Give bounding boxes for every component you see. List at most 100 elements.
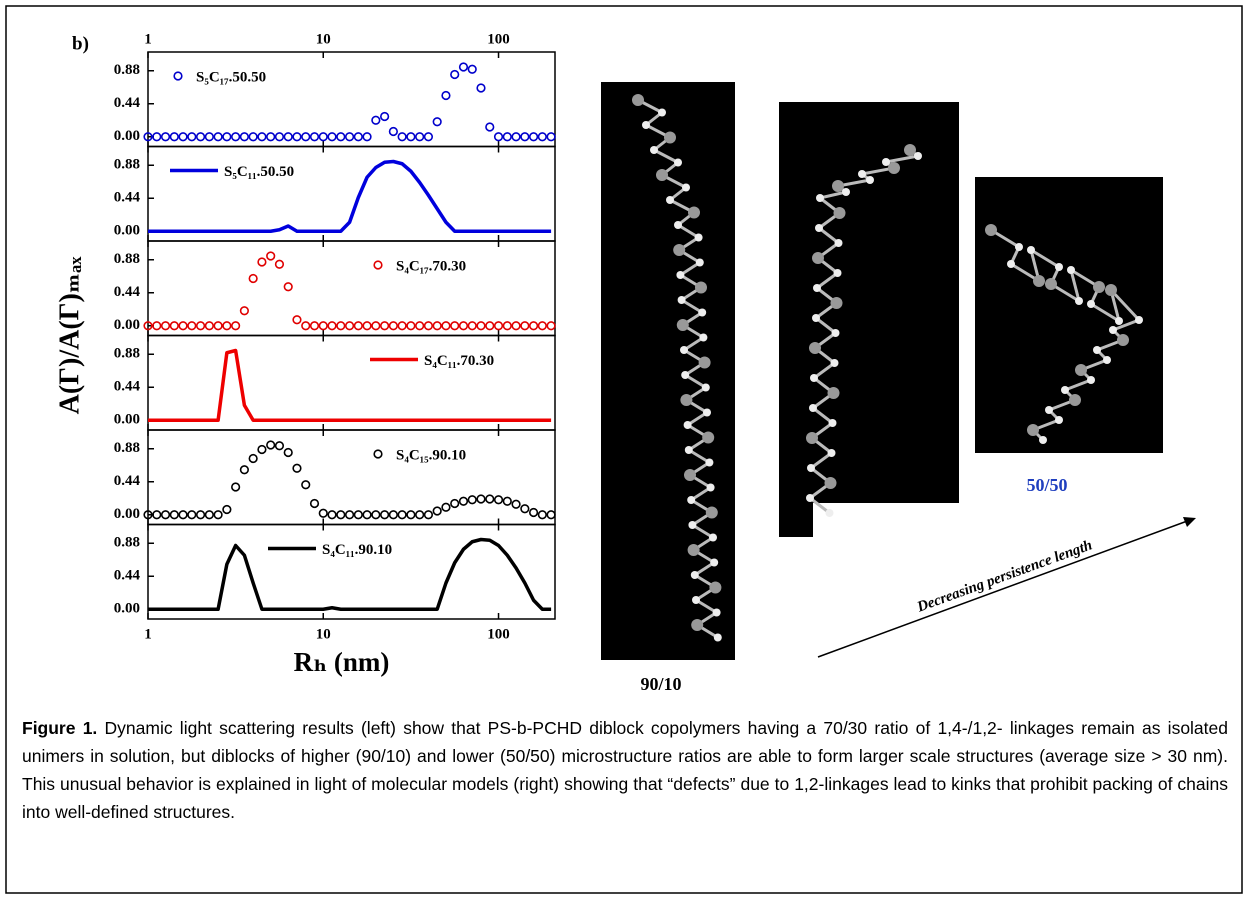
atom — [688, 206, 700, 219]
data-point — [546, 321, 556, 331]
atom — [1067, 266, 1075, 274]
data-point — [511, 132, 521, 142]
atom — [827, 449, 836, 457]
data-point — [476, 83, 486, 93]
atom — [703, 408, 711, 417]
legend-label: S₄C₁₅.90.10 — [396, 447, 466, 463]
atom — [680, 394, 693, 406]
data-point — [450, 321, 460, 331]
data-point — [423, 510, 434, 520]
y-tick-label: 0.44 — [114, 379, 141, 395]
atom — [684, 446, 693, 454]
data-point — [318, 132, 328, 142]
data-point — [143, 510, 153, 520]
data-point — [204, 132, 214, 142]
y-tick-label: 0.88 — [114, 157, 140, 173]
atom — [664, 131, 676, 144]
data-point — [222, 504, 232, 515]
atom — [1015, 243, 1023, 251]
data-point — [309, 498, 320, 509]
data-point — [178, 321, 188, 331]
atom — [705, 458, 714, 467]
atom — [809, 342, 821, 354]
atom — [1055, 263, 1063, 271]
atom — [698, 308, 707, 317]
atom — [687, 496, 696, 504]
x-tick-label: 100 — [487, 31, 510, 47]
atom — [1045, 278, 1057, 290]
data-point — [458, 496, 469, 506]
atom — [713, 633, 722, 642]
atom — [676, 319, 689, 331]
legend-label: S₄C₁₇.70.30 — [396, 258, 466, 274]
data-point — [160, 510, 171, 520]
data-point — [423, 132, 434, 142]
y-tick-label: 0.88 — [114, 251, 140, 267]
atom — [699, 333, 708, 342]
data-point — [152, 321, 162, 331]
bond — [688, 448, 711, 464]
data-point — [537, 321, 547, 331]
data-point — [362, 321, 372, 331]
atom — [676, 271, 685, 279]
data-point — [380, 510, 390, 520]
data-point — [160, 321, 171, 331]
data-point — [178, 132, 188, 142]
caption: Figure 1. Dynamic light scattering resul… — [22, 714, 1228, 826]
data-point — [283, 447, 293, 458]
bond — [691, 523, 714, 539]
atom — [677, 296, 686, 304]
data-point — [353, 510, 363, 520]
figure-border — [5, 5, 1243, 894]
atom — [1075, 297, 1083, 305]
legend-label: S₅C₁₇.50.50 — [196, 69, 266, 85]
data-point — [537, 132, 547, 142]
atom — [824, 477, 837, 489]
atom — [695, 258, 704, 267]
atom — [806, 432, 818, 444]
data-point — [239, 306, 249, 316]
data-point — [231, 321, 241, 331]
data-point — [231, 132, 241, 142]
x-tick-label: 10 — [316, 31, 331, 47]
atom — [828, 419, 837, 427]
y-tick-label: 0.00 — [114, 223, 140, 239]
atom — [834, 239, 843, 247]
y-tick-label: 0.44 — [114, 284, 141, 300]
data-point — [169, 132, 179, 142]
data-point — [239, 465, 249, 475]
data-point — [450, 498, 460, 509]
atom — [709, 581, 722, 594]
data-point — [257, 132, 267, 142]
y-tick-label: 0.88 — [114, 62, 140, 78]
y-tick-label: 0.00 — [114, 412, 140, 428]
atom — [904, 144, 916, 156]
atom — [691, 619, 704, 631]
data-point — [344, 132, 355, 142]
legend-marker — [173, 71, 183, 81]
data-point — [432, 117, 442, 127]
atom — [666, 196, 674, 204]
data-point — [528, 321, 539, 331]
atom — [1045, 406, 1053, 414]
x-tick-label: 1 — [144, 626, 152, 642]
atom — [1033, 275, 1045, 287]
data-line — [148, 348, 552, 422]
atom — [702, 431, 715, 444]
atom — [706, 483, 715, 492]
data-point — [415, 321, 425, 331]
atom — [1087, 300, 1095, 308]
bond — [809, 496, 831, 515]
data-point — [380, 321, 390, 331]
bond — [810, 451, 833, 470]
data-point — [292, 463, 302, 473]
data-point — [274, 132, 285, 142]
data-point — [493, 321, 504, 331]
data-point — [169, 510, 179, 520]
bond — [695, 598, 718, 614]
data-point — [371, 321, 381, 331]
data-point — [406, 510, 416, 520]
atom — [827, 387, 840, 399]
bond — [815, 316, 837, 335]
model-image — [975, 177, 1163, 453]
